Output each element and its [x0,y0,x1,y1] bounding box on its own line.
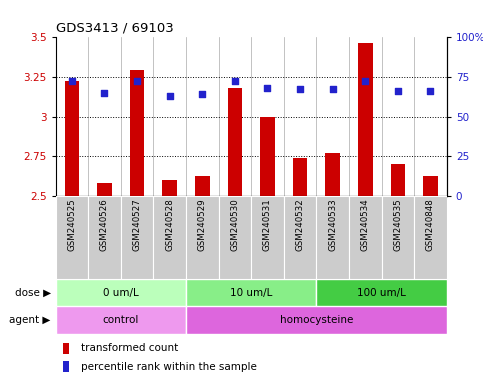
FancyBboxPatch shape [88,196,121,279]
Point [394,88,402,94]
Bar [423,175,438,196]
FancyBboxPatch shape [382,196,414,279]
Text: GSM240530: GSM240530 [230,199,240,252]
Bar [65,81,79,196]
Text: GSM240533: GSM240533 [328,199,337,252]
Text: GSM240532: GSM240532 [296,199,305,252]
Bar [63,343,69,354]
Point [199,91,206,97]
FancyBboxPatch shape [284,196,316,279]
FancyBboxPatch shape [154,196,186,279]
Bar [316,279,447,306]
Text: GSM240534: GSM240534 [361,199,370,252]
Text: GSM240529: GSM240529 [198,199,207,251]
FancyBboxPatch shape [349,196,382,279]
Text: GSM240526: GSM240526 [100,199,109,252]
Text: 0 um/L: 0 um/L [103,288,139,298]
Text: GSM240528: GSM240528 [165,199,174,252]
Bar [63,361,69,372]
Text: GSM240525: GSM240525 [67,199,76,252]
Text: transformed count: transformed count [81,344,178,354]
Point [133,78,141,84]
Text: percentile rank within the sample: percentile rank within the sample [81,362,257,372]
Point [296,86,304,93]
Text: GSM240535: GSM240535 [393,199,402,252]
Bar [162,180,177,196]
Point [361,78,369,84]
Bar [260,117,275,196]
Text: homocysteine: homocysteine [280,315,353,325]
Bar [358,43,372,196]
Bar [186,306,447,334]
Text: agent ▶: agent ▶ [9,315,51,325]
FancyBboxPatch shape [56,196,88,279]
Text: GSM240531: GSM240531 [263,199,272,252]
FancyBboxPatch shape [251,196,284,279]
Bar [56,306,186,334]
Text: GSM240848: GSM240848 [426,199,435,252]
Bar [130,70,144,196]
Bar [56,279,186,306]
Point [426,88,434,94]
Point [264,85,271,91]
Point [329,86,337,93]
FancyBboxPatch shape [186,196,219,279]
Bar [195,175,210,196]
Bar [186,279,316,306]
Bar [227,88,242,196]
Text: control: control [102,315,139,325]
Bar [97,184,112,196]
Point [68,78,76,84]
Point [231,78,239,84]
Point [100,89,108,96]
Text: dose ▶: dose ▶ [14,288,51,298]
FancyBboxPatch shape [219,196,251,279]
Bar [293,158,307,196]
Bar [391,164,405,196]
FancyBboxPatch shape [414,196,447,279]
Text: 100 um/L: 100 um/L [357,288,406,298]
Point [166,93,173,99]
FancyBboxPatch shape [316,196,349,279]
Text: 10 um/L: 10 um/L [230,288,272,298]
Text: GSM240527: GSM240527 [132,199,142,252]
Text: GDS3413 / 69103: GDS3413 / 69103 [56,21,173,34]
FancyBboxPatch shape [121,196,154,279]
Bar [326,153,340,196]
